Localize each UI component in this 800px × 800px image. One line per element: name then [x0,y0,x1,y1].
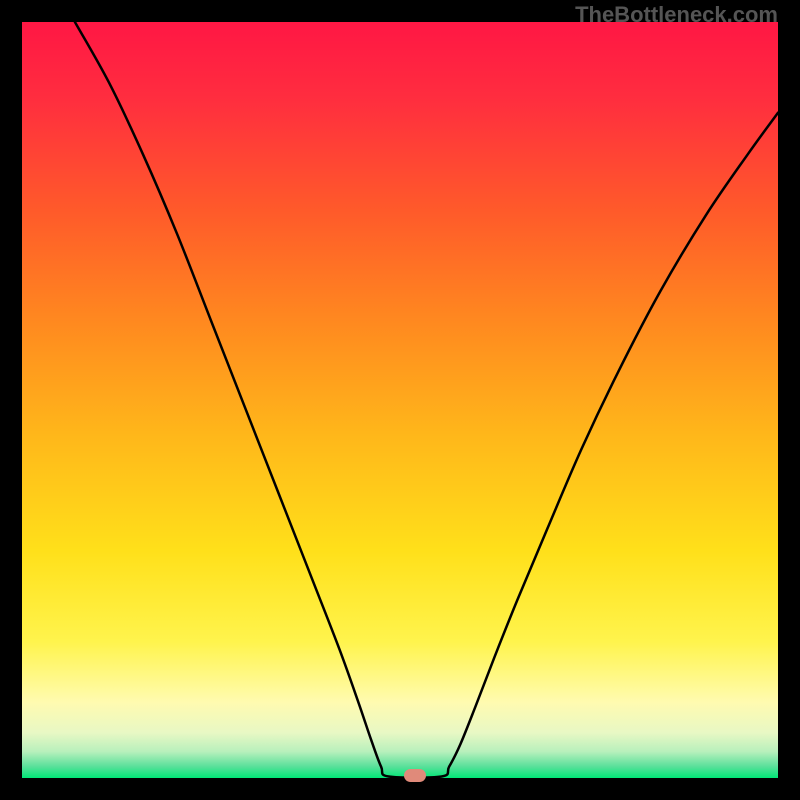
watermark-text: TheBottleneck.com [575,2,778,28]
bottleneck-curve [22,22,778,778]
plot-area [22,22,778,778]
optimal-marker [404,769,426,782]
chart-container: TheBottleneck.com [0,0,800,800]
